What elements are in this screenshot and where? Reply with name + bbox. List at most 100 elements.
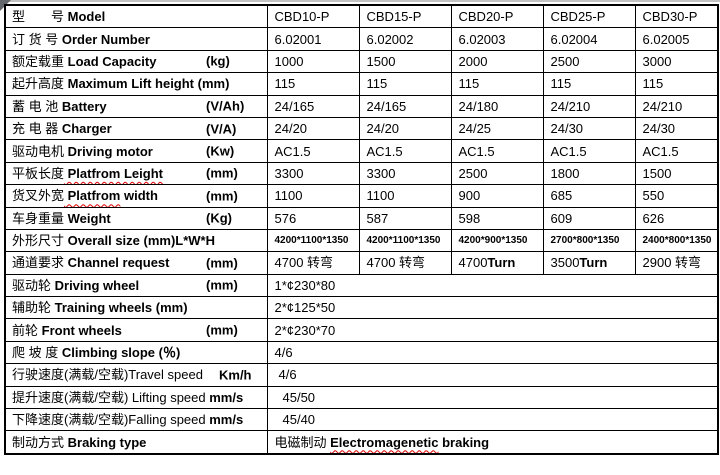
spec-cell: 4700 转弯 [358,251,452,275]
spec-cell: 4200*1100*1350 [358,228,452,253]
spec-cell: 6.02004 [542,27,636,51]
spec-cell: 3300 [358,161,452,186]
cell-text: Braking type [64,434,147,450]
cell-text: 辅助轮 [12,300,52,316]
cell-text: 货叉外宽 [12,188,65,204]
cell-text: 额定载重 [12,53,65,69]
spec-cell: 2900 转弯 [634,251,719,275]
cell-text: 3500 [550,255,580,271]
spec-cell: 24/210 [634,94,719,118]
cell-text: mm/s [205,412,244,428]
cell-text: Training wheels (mm) [51,300,188,316]
spec-cell: CBD15-P [358,4,452,29]
spec-cell-span: 4/6 [266,363,719,387]
table-row: 前轮 Front wheels (mm) 2*¢230*70 [4,318,719,342]
spec-cell: 6.02002 [358,27,452,51]
table-row: 通道要求 Channel request (mm) 4700 转弯 4700 转弯 47… [4,251,719,275]
spec-cell: CBD20-P [450,4,544,29]
table-row: 额定载重 Load Capacity (kg) 1000 1500 2000 2500 30… [4,49,719,74]
row-label: 提升速度(满载/空载) Lifting speed mm/s [4,385,268,410]
table-row: 制动方式 Braking type 电磁制动 Electromagenetic b… [4,430,719,455]
cell-text: 制动方式 [12,434,65,450]
cell-text: 下降速度(满载/空载) [12,412,129,428]
row-label: 辅助轮 Training wheels (mm) [4,296,268,320]
cell-text: (mm) [206,188,238,204]
spec-cell: 24/165 [358,94,452,118]
cell-text: 充 电 器 [12,121,59,137]
cell-text: (V/A) [206,121,237,137]
cell-text: 2900 [642,255,676,271]
cell-text: (kg) [206,53,230,69]
spec-cell: 2400*800*1350 [634,228,719,253]
cell-text: Turn [579,255,608,271]
spec-cell: 6.02001 [266,27,360,51]
cell-text: Order Number [58,31,150,47]
spec-cell: 2000 [450,49,544,74]
spec-cell: 115 [542,72,636,96]
cell-text: 4700 [458,255,488,271]
cell-text: 订 货 号 [12,31,59,47]
row-label: 爬 坡 度 Climbing slope (％) [4,340,268,365]
spec-cell: 24/20 [266,116,360,141]
spellchecked-text: Platfrom Leight [64,165,163,181]
spec-cell: 4700 转弯 [266,251,360,275]
screenshot-top-edge-artifact [0,0,720,2]
spec-cell: 24/30 [634,116,719,141]
cell-text: Charger [58,121,112,137]
row-label: 外形尺寸 Overall size (mm)L*W*H [4,228,268,253]
spec-cell: 685 [542,184,636,208]
spec-cell: 587 [358,206,452,230]
spec-cell: 1100 [358,184,452,208]
spellchecked-text: Electromagenetic [330,434,439,450]
cell-text: 平板长度 [12,165,65,181]
spec-cell: AC1.5 [266,139,360,163]
table-row: 起升高度 Maximum Lift height (mm) 115 115 115 11… [4,72,719,96]
cell-text: (mm) [206,322,238,338]
cell-text: 前轮 [12,322,39,338]
table-row: 货叉外宽 Platfrom width (mm) 1100 1100 900 685 550 [4,184,719,208]
spec-cell-span: 2*¢125*50 [266,296,719,320]
cell-text: 提升速度(满载/空载) [12,389,129,405]
spec-cell: CBD25-P [542,4,636,29]
table-row: 辅助轮 Training wheels (mm) 2*¢125*50 [4,296,719,320]
table-row: 蓄 电 池 Battery (V/Ah) 24/165 24/165 24/180 24/… [4,94,719,118]
row-label: 制动方式 Braking type [4,430,268,455]
cell-text: 转弯 [399,255,426,271]
cell-text: 起升高度 [12,76,65,92]
table-row: 驱动轮 Driving wheel (mm) 1*¢230*80 [4,273,719,298]
table-row: 订 货 号 Order Number 6.02001 6.02002 6.02003 6… [4,27,719,51]
spec-cell: 24/210 [542,94,636,118]
spec-cell: 3300 [266,161,360,186]
spec-cell: CBD30-P [634,4,719,29]
cell-text: Overall size (mm)L*W*H [64,233,216,249]
cell-text: (V/Ah) [206,98,245,114]
cell-text: (mm) [206,277,238,293]
cell-text: 转弯 [307,255,334,271]
spec-cell: 24/25 [450,116,544,141]
row-label: 充 电 器 Charger (V/A) [4,116,268,141]
table-row: 提升速度(满载/空载) Lifting speed mm/s 45/50 [4,385,719,410]
spec-cell: 24/165 [266,94,360,118]
cell-text: Falling speed [128,412,206,428]
cell-text: (mm) [206,165,238,181]
cell-text: 型 号 [12,9,65,25]
cell-text: Travel speed [128,367,203,383]
spec-cell: 626 [634,206,719,230]
spec-cell: AC1.5 [542,139,636,163]
spec-cell: 1800 [542,161,636,186]
spec-cell-span: 45/40 [266,408,719,432]
spec-cell: 4200*900*1350 [450,228,544,253]
cell-text: 电磁制动 [274,434,331,450]
spec-cell: 2700*800*1350 [542,228,636,253]
spec-cell-span: 4/6 [266,340,719,365]
spec-cell: 1100 [266,184,360,208]
spec-cell: AC1.5 [450,139,544,163]
spec-cell: 115 [450,72,544,96]
table-row: 型 号 Model CBD10-P CBD15-P CBD20-P CBD25-P CBD… [4,4,719,29]
spec-cell-span: 45/50 [266,385,719,410]
cell-text: 外形尺寸 [12,233,65,249]
cell-text: 4700 [366,255,400,271]
spec-cell: CBD10-P [266,4,360,29]
spec-cell-span: 电磁制动 Electromagenetic braking [266,430,719,455]
cell-text: (mm) [206,255,238,271]
